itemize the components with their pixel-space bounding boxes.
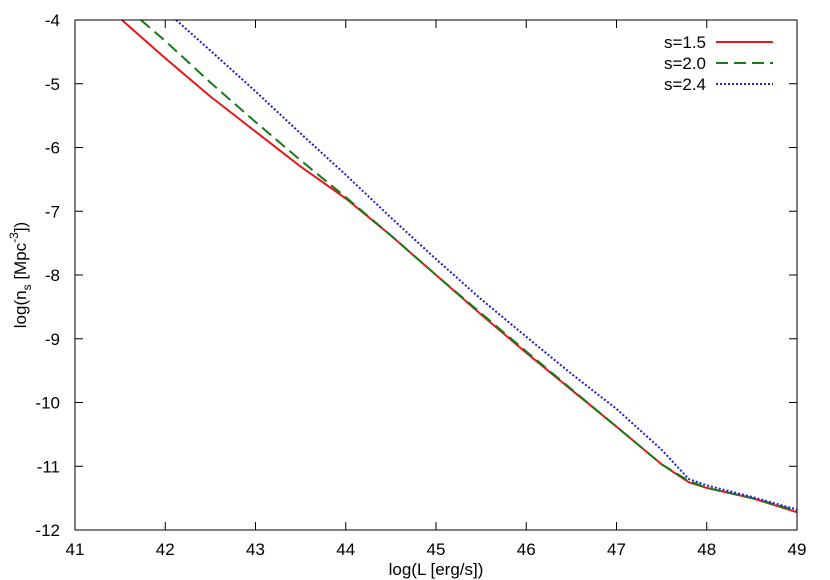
x-tick-label: 47 <box>607 540 626 559</box>
x-tick-label: 46 <box>517 540 536 559</box>
y-tick-label: -6 <box>45 139 60 158</box>
y-axis-label-suffix: ]) <box>11 222 30 232</box>
y-axis-label-prefix: log(n <box>11 290 30 328</box>
legend: s=1.5 s=2.0 s=2.4 <box>664 33 773 94</box>
y-axis-label-superscript: -3 <box>7 232 21 243</box>
series-line-s=2.0 <box>140 20 797 512</box>
legend-label: s=2.0 <box>664 54 706 73</box>
y-tick-label: -5 <box>45 75 60 94</box>
series-line-s=2.4 <box>175 20 797 511</box>
y-tick-label: -9 <box>45 330 60 349</box>
x-tick-label: 41 <box>66 540 85 559</box>
x-tick-label: 42 <box>156 540 175 559</box>
x-tick-label: 48 <box>697 540 716 559</box>
axis-ticks: 41 42 43 44 45 46 47 48 49 -4 -5 -6 -7 -8 -9 -10 -11 -12 <box>35 11 806 559</box>
x-tick-label: 43 <box>246 540 265 559</box>
y-axis-label-middle: [Mpc <box>11 242 30 284</box>
y-tick-label: -8 <box>45 266 60 285</box>
y-tick-label: -7 <box>45 202 60 221</box>
legend-label: s=1.5 <box>664 33 706 52</box>
y-axis-label-subscript: s <box>20 284 34 290</box>
plot-area <box>121 20 797 514</box>
y-tick-label: -12 <box>35 521 60 540</box>
y-tick-label: -10 <box>35 394 60 413</box>
y-tick-label: -4 <box>45 11 60 30</box>
x-tick-label: 49 <box>788 540 807 559</box>
x-tick-label: 45 <box>427 540 446 559</box>
y-axis-label: log(ns [Mpc-3]) <box>7 222 34 328</box>
y-tick-label: -11 <box>37 457 60 476</box>
x-tick-label: 44 <box>336 540 355 559</box>
legend-label: s=2.4 <box>664 75 706 94</box>
x-axis-label: log(L [erg/s]) <box>389 560 484 579</box>
